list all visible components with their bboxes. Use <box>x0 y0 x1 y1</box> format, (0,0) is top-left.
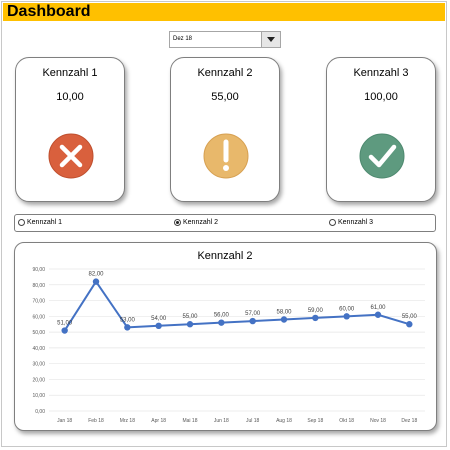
radio-label: Kennzahl 3 <box>338 219 374 226</box>
data-point <box>343 313 350 320</box>
data-label: 82,00 <box>88 272 104 278</box>
series-line <box>63 279 410 332</box>
x-tick-label: Okt 18 <box>339 418 354 424</box>
exclamation-circle-icon <box>203 133 249 179</box>
kpi-title: Kennzahl 1 <box>42 67 98 79</box>
radio-button[interactable] <box>18 219 25 226</box>
month-dropdown-value: Dez 18 <box>173 36 193 42</box>
x-tick-label: Jul 18 <box>246 418 260 424</box>
data-point <box>406 321 413 328</box>
chevron-down-icon <box>267 37 275 42</box>
radio-label: Kennzahl 2 <box>183 219 219 226</box>
x-tick-label: Aug 18 <box>276 418 292 424</box>
data-label: 55,00 <box>402 314 418 320</box>
data-point <box>186 321 194 328</box>
data-label: 60,00 <box>339 306 355 312</box>
data-label: 59,00 <box>308 308 324 314</box>
radio-button[interactable] <box>329 219 336 226</box>
y-tick-label: 80,00 <box>32 283 45 289</box>
radio-button-selected[interactable] <box>174 219 181 226</box>
kpi-card-2: Kennzahl 2 55,00 <box>170 57 280 202</box>
chart-title: Kennzahl 2 <box>197 250 252 262</box>
data-point <box>249 317 256 325</box>
kpi-title: Kennzahl 3 <box>353 67 409 79</box>
y-tick-label: 20,00 <box>32 377 45 383</box>
data-label: 54,00 <box>151 316 167 322</box>
kpi-value: 10,00 <box>56 91 84 103</box>
kpi-value: 100,00 <box>364 91 398 103</box>
data-label: 57,00 <box>245 311 261 317</box>
kpi-selector-group: Kennzahl 1 Kennzahl 2 Kennzahl 3 <box>14 214 436 232</box>
y-tick-label: 50,00 <box>32 330 45 336</box>
y-tick-label: 10,00 <box>32 393 45 399</box>
kpi-title: Kennzahl 2 <box>197 67 253 79</box>
data-label: 53,00 <box>120 317 136 323</box>
y-tick-label: 40,00 <box>32 346 45 352</box>
x-tick-label: Feb 18 <box>88 418 104 424</box>
x-tick-label: Jun 18 <box>214 418 229 424</box>
data-point <box>218 319 225 326</box>
kpi-card-1: Kennzahl 1 10,00 <box>15 57 125 202</box>
data-point <box>92 278 100 285</box>
line-chart: Kennzahl 2 0,00 10,00 20,00 30,00 40,00 50,00… <box>32 250 425 424</box>
y-tick-label: 90,00 <box>32 267 45 273</box>
chart-panel: Kennzahl 2 0,00 10,00 20,00 30,00 40,00 50,00… <box>14 242 437 431</box>
data-label: 51,00 <box>57 321 73 327</box>
x-tick-label: Dez 18 <box>401 418 417 424</box>
data-label: 58,00 <box>276 309 292 315</box>
x-tick-label: Mrz 18 <box>120 418 136 424</box>
data-point <box>61 327 68 334</box>
x-tick-label: Nov 18 <box>370 418 386 424</box>
kpi-card-3: Kennzahl 3 100,00 <box>326 57 436 202</box>
dropdown-arrow-button[interactable] <box>261 32 280 47</box>
data-point <box>124 324 131 331</box>
data-point <box>155 322 162 329</box>
data-label: 56,00 <box>214 313 230 319</box>
kpi-value: 55,00 <box>211 91 239 103</box>
x-tick-label: Jan 18 <box>57 418 72 424</box>
page-title: Dashboard <box>7 3 91 20</box>
y-tick-label: 30,00 <box>32 362 45 368</box>
data-point <box>374 311 382 318</box>
x-tick-label: Mai 18 <box>182 418 197 424</box>
check-circle-icon <box>359 133 405 179</box>
data-point <box>280 316 288 323</box>
radio-label: Kennzahl 1 <box>27 219 63 226</box>
x-circle-icon <box>48 133 94 179</box>
data-label: 61,00 <box>370 305 386 311</box>
y-tick-label: 70,00 <box>32 299 45 305</box>
y-tick-label: 0,00 <box>35 409 45 415</box>
data-label: 55,00 <box>182 314 198 320</box>
data-point <box>312 314 319 322</box>
title-bar: Dashboard <box>3 3 445 21</box>
y-tick-label: 60,00 <box>32 314 45 320</box>
x-tick-label: Sep 18 <box>307 418 323 424</box>
month-dropdown[interactable]: Dez 18 <box>169 31 281 48</box>
x-tick-label: Apr 18 <box>151 418 166 424</box>
